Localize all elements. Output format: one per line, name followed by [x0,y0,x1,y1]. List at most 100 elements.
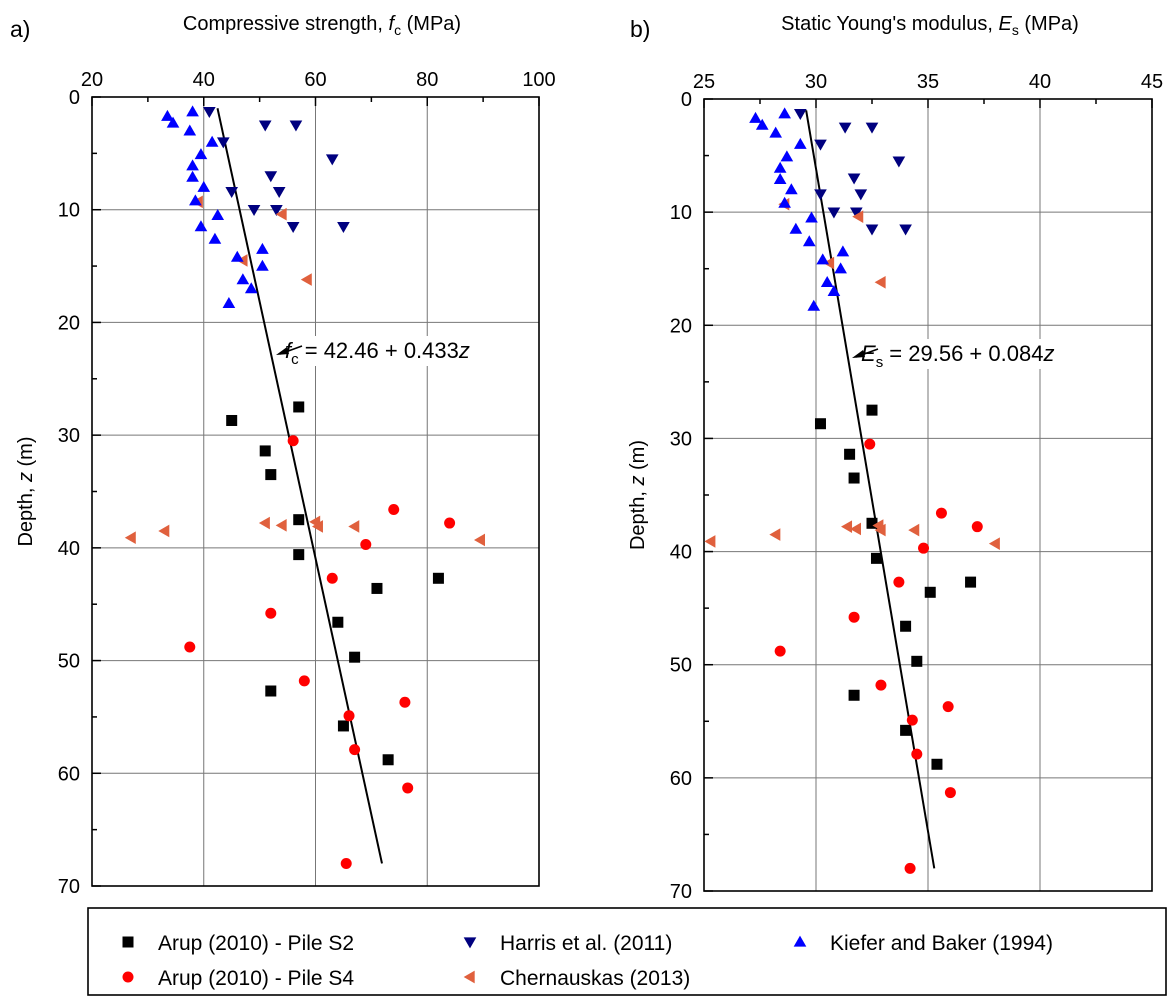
data-point [874,523,886,537]
data-point [935,507,947,519]
legend-label: Harris et al. (2011) [500,932,672,955]
data-point [820,275,834,287]
data-point [769,528,781,541]
data-point [838,122,852,134]
data-point [848,611,860,623]
data-point [332,616,344,628]
legend-label: Arup (2010) - Pile S4 [158,967,354,990]
x-tick-label: 30 [805,71,827,93]
data-point [244,282,258,294]
series-circle [774,438,983,874]
y-tick-label: 50 [58,651,80,673]
data-point [834,262,847,274]
data-point [749,111,762,123]
data-point [847,173,861,185]
data-point [900,724,912,736]
data-point [802,235,816,247]
data-point [388,504,400,516]
data-point [205,135,219,147]
y-axis-title: Depth, z (m) [627,440,649,550]
y-tick-label: 0 [69,87,80,109]
data-point [399,696,411,708]
data-point [158,524,170,538]
data-point [360,538,372,550]
series-square [226,401,444,766]
fit-line [216,108,383,864]
x-tick-label: 80 [416,69,438,91]
x-tick-label: 45 [1141,71,1163,93]
data-point [230,250,244,262]
legend-label: Kiefer and Baker (1994) [830,932,1053,955]
data-point [918,542,930,554]
data-point [875,679,887,691]
data-point [704,535,716,548]
data-point [337,720,349,732]
data-point [814,418,826,430]
data-point [778,107,791,119]
legend-marker [122,936,134,948]
data-point [864,438,876,450]
data-point [755,118,769,130]
data-point [325,154,339,166]
x-axis-title: Compressive strength, fc (MPa) [183,13,461,38]
data-point [256,242,269,254]
y-tick-label: 30 [58,425,80,447]
y-tick-label: 60 [670,768,692,790]
data-point [300,273,312,286]
series-triangle-down [793,109,912,236]
y-tick-label: 70 [670,881,692,903]
plot-frame [91,96,540,887]
data-point [899,224,912,236]
equation-background [279,336,509,366]
x-tick-label: 60 [304,69,326,91]
data-point [258,516,270,530]
data-point [773,161,787,173]
arrow-head [276,347,289,355]
data-point [259,445,271,457]
x-tick-label: 25 [693,71,715,93]
panel-letter: b) [630,16,650,42]
x-tick-label: 40 [193,69,215,91]
data-point [326,572,338,584]
legend-item: Chernauskas (2013) [463,967,690,990]
data-point [293,549,305,561]
y-tick-label: 40 [670,542,692,564]
x-tick-label: 40 [1029,71,1051,93]
data-point [402,782,414,794]
y-tick-label: 60 [58,763,80,785]
data-point [340,857,352,869]
data-point [866,404,878,416]
panel-letter: a) [10,16,30,42]
data-point [298,675,310,687]
data-point [226,414,238,426]
fit-line [805,110,936,869]
legend-box [87,907,1167,996]
data-point [194,220,208,232]
data-point [197,180,211,192]
data-point [814,189,827,201]
data-point [337,221,350,233]
series-triangle-left [704,197,1000,550]
data-point [841,520,853,534]
legend-marker [463,937,477,949]
data-point [265,607,277,619]
data-point [848,689,860,701]
data-point [908,523,920,537]
data-point [814,139,827,151]
data-point [183,124,197,136]
data-point [793,109,807,121]
data-point [778,196,791,208]
series-triangle-up [161,105,269,308]
data-point [236,273,250,285]
y-axis-title: Depth, z (m) [15,436,37,546]
data-point [186,105,199,117]
data-point [793,137,807,149]
data-point [844,448,856,460]
x-axis-title: Static Young's modulus, Es (MPa) [781,13,1079,38]
data-point [348,520,360,533]
data-point [924,586,936,598]
data-point [911,655,923,667]
data-point [866,517,878,529]
data-point [848,472,860,484]
data-point [264,171,278,183]
